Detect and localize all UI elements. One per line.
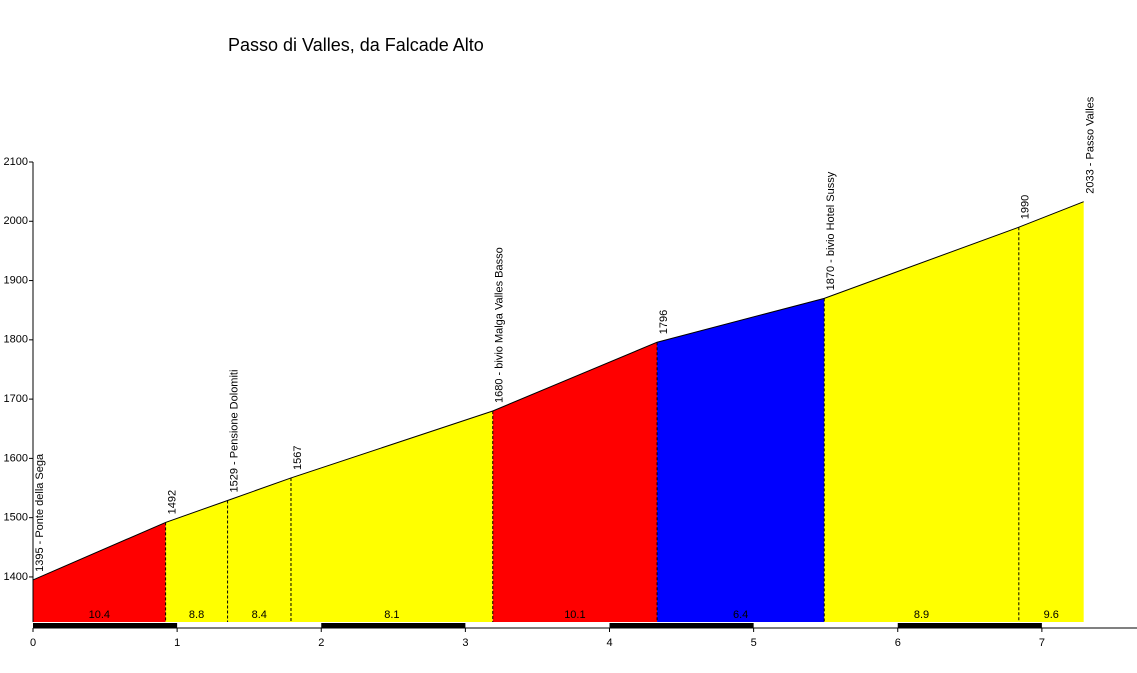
chart-title: Passo di Valles, da Falcade Alto xyxy=(228,35,484,55)
km-bar xyxy=(321,623,466,628)
segment-area xyxy=(657,298,825,622)
segment-area xyxy=(290,410,493,622)
km-bar xyxy=(609,623,754,628)
x-tick-label: 2 xyxy=(318,637,324,649)
y-tick-label: 1800 xyxy=(4,334,28,346)
y-tick-label: 1900 xyxy=(4,274,28,286)
y-tick-label: 1600 xyxy=(4,452,28,464)
x-tick-label: 1 xyxy=(174,637,180,649)
y-tick-label: 1500 xyxy=(4,512,28,524)
point-label: 1796 xyxy=(658,310,670,334)
x-tick-label: 0 xyxy=(30,637,36,649)
gradient-label: 8.1 xyxy=(384,609,399,621)
y-tick-label: 1400 xyxy=(4,571,28,583)
profile-line xyxy=(32,201,1084,581)
point-label: 1492 xyxy=(167,490,179,514)
point-label: 2033 - Passo Valles xyxy=(1085,96,1097,194)
segment-area xyxy=(1018,201,1084,622)
y-tick-label: 2100 xyxy=(4,156,28,168)
point-label: 1529 - Pensione Dolomiti xyxy=(228,370,240,493)
x-tick-label: 7 xyxy=(1039,637,1045,649)
point-label: 1990 xyxy=(1020,195,1032,219)
point-label: 1395 - Ponte della Sega xyxy=(34,453,46,572)
y-tick-label: 1700 xyxy=(4,393,28,405)
gradient-label: 10.4 xyxy=(89,609,110,621)
gradient-label: 8.8 xyxy=(189,609,204,621)
point-label: 1680 - bivio Malga Valles Basso xyxy=(494,247,506,403)
x-tick-label: 5 xyxy=(751,637,757,649)
segment-area xyxy=(824,227,1019,623)
segment-area xyxy=(165,500,228,622)
segment-area xyxy=(492,342,658,622)
gradient-label: 8.9 xyxy=(914,609,929,621)
gradient-label: 6.4 xyxy=(733,609,748,621)
x-tick-label: 6 xyxy=(895,637,901,649)
km-bar xyxy=(897,623,1042,628)
x-tick-label: 4 xyxy=(606,637,612,649)
gradient-label: 10.1 xyxy=(564,609,585,621)
y-tick-label: 2000 xyxy=(4,215,28,227)
km-bar xyxy=(33,623,178,628)
segment-area xyxy=(227,477,291,622)
point-label: 1870 - bivio Hotel Sussy xyxy=(825,171,837,290)
point-label: 1567 xyxy=(292,445,304,469)
x-tick-label: 3 xyxy=(462,637,468,649)
segment-area xyxy=(33,522,166,622)
gradient-label: 9.6 xyxy=(1044,609,1059,621)
gradient-label: 8.4 xyxy=(252,609,267,621)
